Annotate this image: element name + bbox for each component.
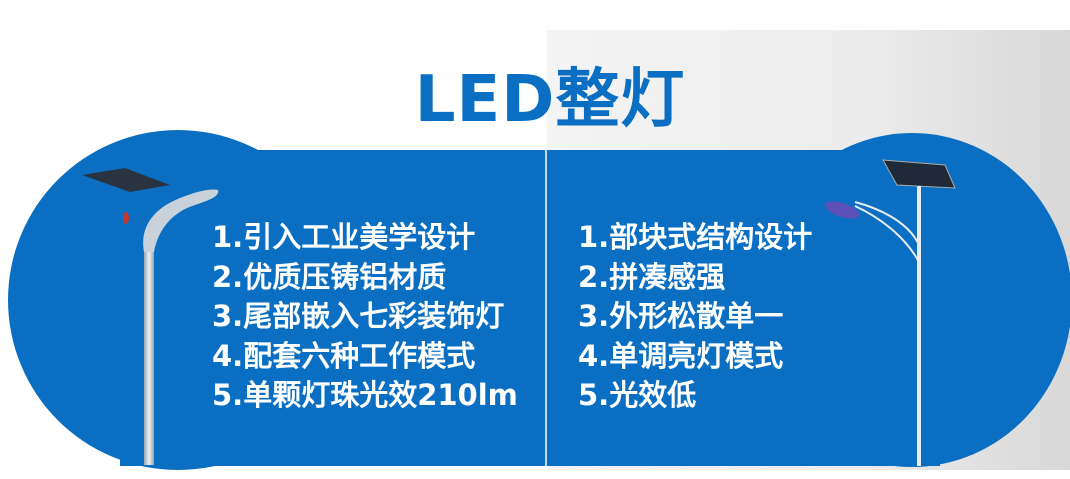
feature-item: 4.配套六种工作模式 bbox=[212, 338, 476, 373]
left-feature-list: 1.引入工业美学设计 2.优质压铸铝材质 3.尾部嵌入七彩装饰灯 4.配套六种工… bbox=[212, 218, 518, 416]
feature-item: 4.单调亮灯模式 bbox=[578, 338, 784, 373]
blue-band bbox=[120, 150, 940, 466]
feature-item: 2.优质压铸铝材质 bbox=[212, 259, 447, 294]
feature-item: 5.光效低 bbox=[578, 378, 697, 412]
divider bbox=[545, 30, 547, 470]
feature-item: 3.尾部嵌入七彩装饰灯 bbox=[212, 299, 505, 333]
page-title: LED整灯 bbox=[414, 63, 686, 137]
feature-item: 1.部块式结构设计 bbox=[578, 220, 813, 254]
feature-item: 1.引入工业美学设计 bbox=[212, 220, 476, 254]
conventional-solar-street-light-icon bbox=[824, 159, 956, 466]
feature-item: 2.拼凑感强 bbox=[578, 259, 726, 294]
right-feature-list: 1.部块式结构设计 2.拼凑感强 3.外形松散单一 4.单调亮灯模式 5.光效低 bbox=[578, 218, 812, 416]
feature-item: 3.外形松散单一 bbox=[578, 299, 784, 333]
feature-item: 5.单颗灯珠光效210lm bbox=[212, 378, 518, 412]
solar-street-light-icon bbox=[82, 168, 219, 465]
